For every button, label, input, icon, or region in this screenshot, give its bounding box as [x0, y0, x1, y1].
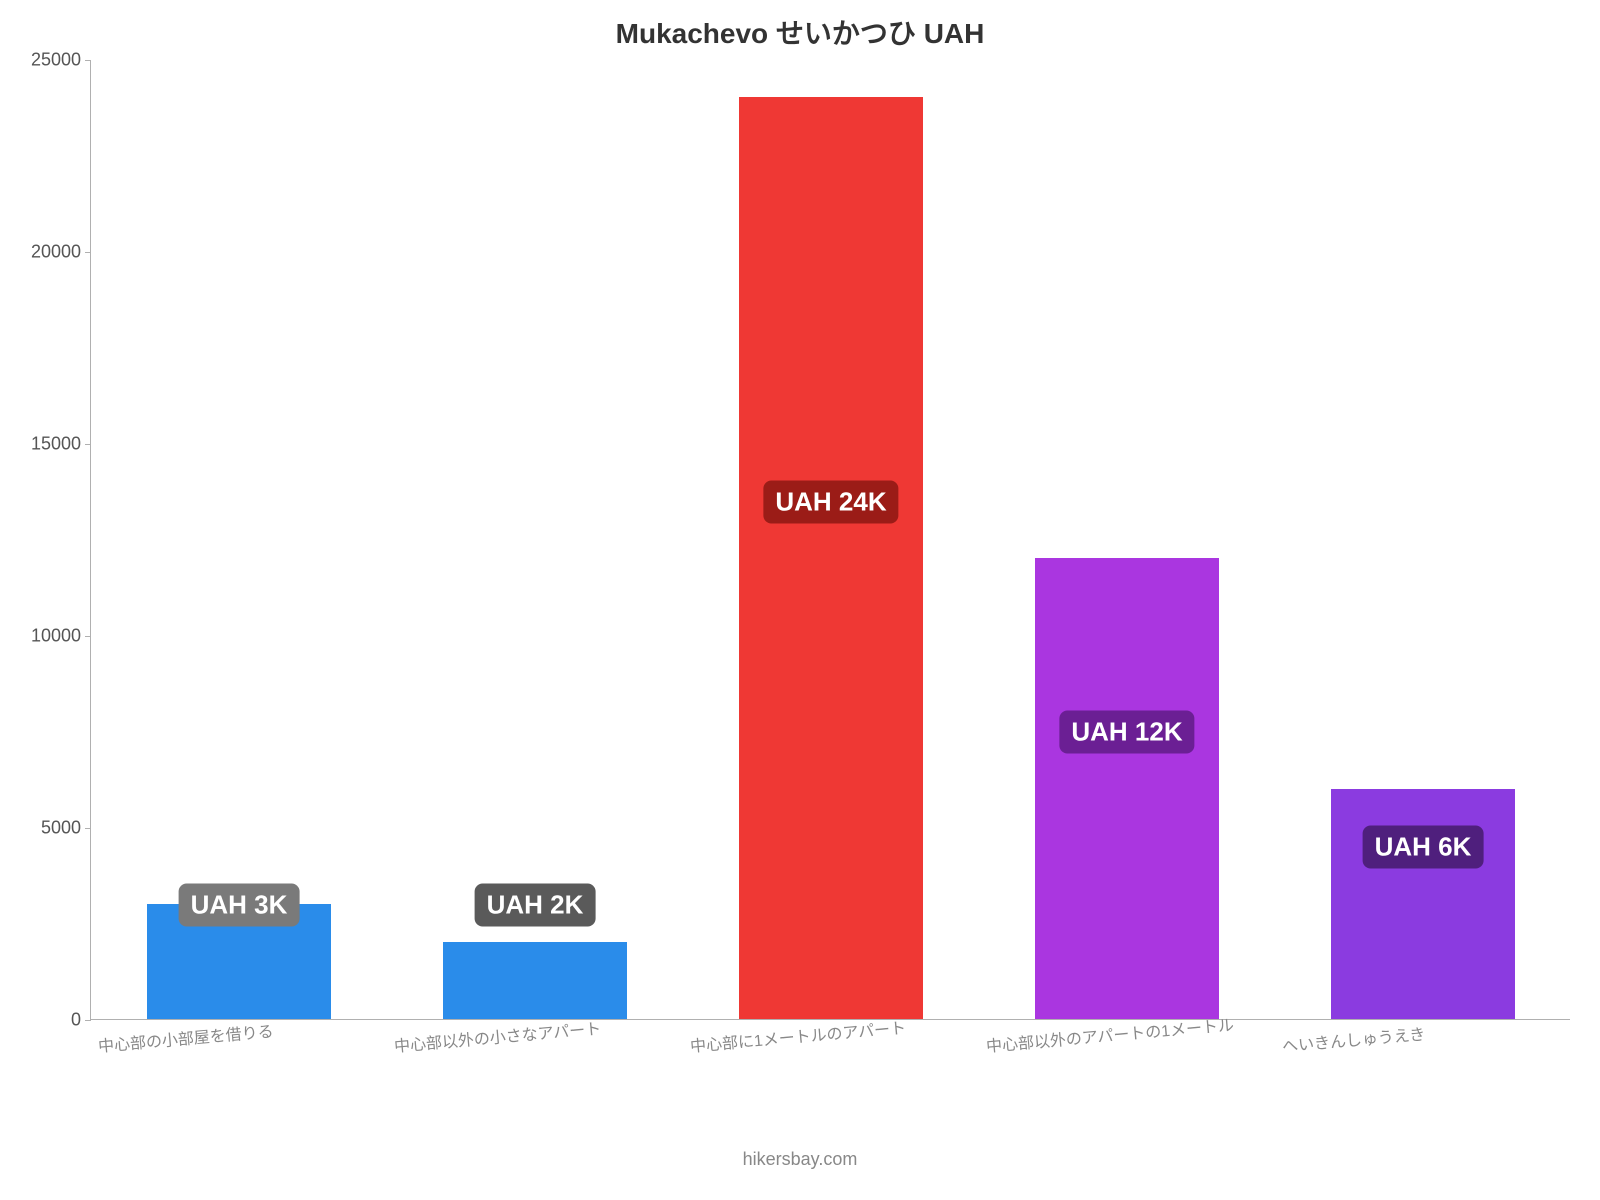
y-tick-label: 15000 [31, 434, 81, 455]
x-axis-label: 中心部に1メートルのアパート [689, 1014, 907, 1057]
chart-container: Mukachevo せいかつひ UAH 0 5000 10000 15000 20000… [0, 0, 1600, 1200]
chart-title: Mukachevo せいかつひ UAH [0, 12, 1600, 52]
bar [739, 97, 923, 1019]
y-tick-label: 0 [71, 1010, 81, 1031]
x-axis-label: へいきんしゅうえき [1281, 1020, 1426, 1056]
bar-value-badge: UAH 12K [1059, 711, 1194, 754]
bar-value-badge: UAH 2K [475, 883, 596, 926]
bar [1331, 789, 1515, 1019]
y-tick [85, 1020, 91, 1021]
y-tick-label: 25000 [31, 50, 81, 71]
x-axis-label: 中心部以外の小さなアパート [393, 1015, 602, 1057]
bar-value-badge: UAH 24K [763, 480, 898, 523]
y-tick-label: 5000 [41, 818, 81, 839]
y-tick-label: 20000 [31, 242, 81, 263]
chart-footer: hikersbay.com [0, 1149, 1600, 1170]
x-axis-label: 中心部の小部屋を借りる [97, 1018, 274, 1057]
plot-area: 0500010000150002000025000 UAH 3KUAH 2KUA… [90, 60, 1570, 1020]
bars-group: UAH 3K UAH 2K UAH 24K UAH 12K UAH 6K [91, 60, 1570, 1019]
bar-value-badge: UAH 3K [179, 883, 300, 926]
bar-value-badge: UAH 6K [1363, 826, 1484, 869]
bar [1035, 558, 1219, 1019]
bar [443, 942, 627, 1019]
y-tick-label: 10000 [31, 626, 81, 647]
